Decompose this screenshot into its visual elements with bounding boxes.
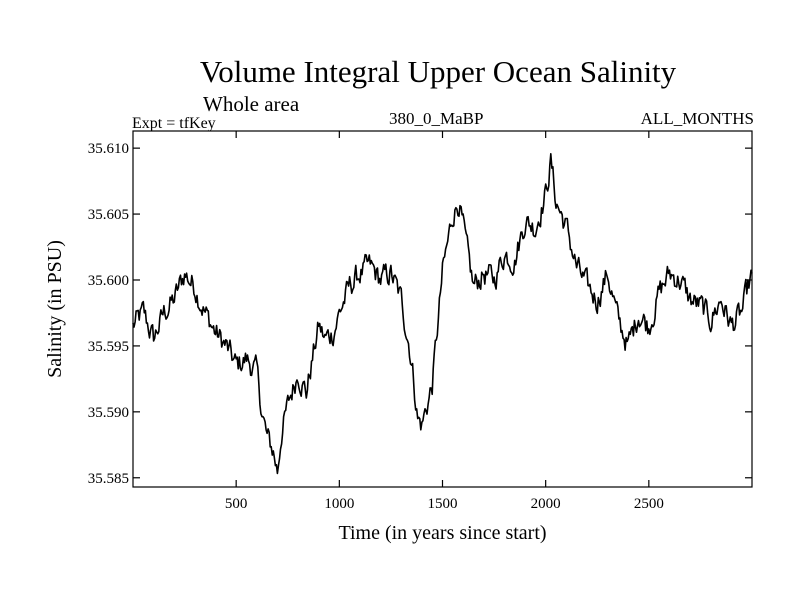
- experiment-label: Expt = tfKey: [132, 115, 216, 132]
- x-tick-label: 2500: [634, 496, 664, 512]
- x-tick-label: 500: [225, 496, 248, 512]
- chart-title: Volume Integral Upper Ocean Salinity: [199, 54, 677, 89]
- period-label: 380_0_MaBP: [389, 109, 484, 128]
- y-tick-label: 35.600: [88, 273, 129, 289]
- chart-subtitle: Whole area: [203, 92, 300, 116]
- plot-frame: [132, 130, 753, 488]
- x-tick-label: 1000: [324, 496, 354, 512]
- months-label: ALL_MONTHS: [640, 109, 754, 128]
- y-tick-label: 35.595: [88, 339, 129, 355]
- y-tick-label: 35.585: [88, 471, 129, 487]
- y-tick-label: 35.590: [88, 405, 129, 421]
- y-tick-label: 35.605: [88, 207, 129, 223]
- y-tick-label: 35.610: [88, 141, 129, 157]
- y-ticks: 35.585 35.590 35.595 35.600 35.605 35.610: [88, 141, 752, 487]
- x-tick-label: 2000: [531, 496, 561, 512]
- salinity-series-line: [132, 153, 753, 475]
- x-axis-label: Time (in years since start): [338, 522, 546, 544]
- x-ticks: 500 1000 1500 2000 2500: [225, 131, 664, 512]
- y-axis-label: Salinity (in PSU): [44, 240, 66, 378]
- x-tick-label: 1500: [428, 496, 458, 512]
